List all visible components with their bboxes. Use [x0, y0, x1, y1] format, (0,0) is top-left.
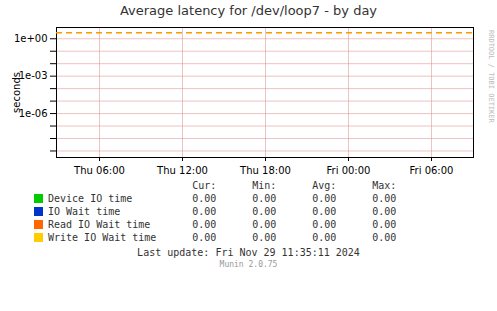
html-text:0.00: 0.00 — [312, 206, 337, 217]
svg-text:Thu 12:00: Thu 12:00 — [156, 165, 208, 176]
html-text:0.00: 0.00 — [192, 193, 217, 204]
svg-text:1e-06: 1e-06 — [19, 108, 48, 119]
html-text:0.00: 0.00 — [372, 206, 397, 217]
html-text:0.00: 0.00 — [252, 206, 277, 217]
svg-text:1e-03: 1e-03 — [19, 70, 48, 81]
html-text:Read IO Wait time: Read IO Wait time — [48, 219, 151, 230]
html-text:0.00: 0.00 — [372, 219, 397, 230]
svg-text:Fri 06:00: Fri 06:00 — [410, 165, 454, 176]
html-text:Avg:: Avg: — [312, 180, 337, 191]
html-text:Average latency for /dev/loop7: Average latency for /dev/loop7 - by day — [119, 3, 377, 18]
html-text:0.00: 0.00 — [192, 206, 217, 217]
html-text:0.00: 0.00 — [312, 193, 337, 204]
html-text:0.00: 0.00 — [252, 219, 277, 230]
html-text:Munin 2.0.75: Munin 2.0.75 — [219, 260, 278, 269]
html-text:0.00: 0.00 — [252, 193, 277, 204]
html-text:Last update: Fri Nov 29 11:35:: Last update: Fri Nov 29 11:35:11 2024 — [137, 247, 360, 258]
html-text:0.00: 0.00 — [312, 232, 337, 243]
html-text:Min:: Min: — [252, 180, 277, 191]
html-text:0.00: 0.00 — [312, 219, 337, 230]
html-text:0.00: 0.00 — [252, 232, 277, 243]
svg-text:Thu 06:00: Thu 06:00 — [73, 165, 125, 176]
html-text:Cur:: Cur: — [192, 180, 217, 191]
svg-text:Fri 00:00: Fri 00:00 — [327, 165, 371, 176]
html-text:IO Wait time: IO Wait time — [48, 206, 121, 217]
html-text:Max:: Max: — [372, 180, 397, 191]
html-text:RRDTOOL / TOBI OETIKER: RRDTOOL / TOBI OETIKER — [487, 30, 495, 123]
html-text:Write IO Wait time: Write IO Wait time — [48, 232, 157, 243]
svg-text:1e+00: 1e+00 — [14, 33, 48, 44]
svg-text:Thu 18:00: Thu 18:00 — [239, 165, 291, 176]
html-text:Device IO time: Device IO time — [48, 193, 133, 204]
html-text:0.00: 0.00 — [192, 232, 217, 243]
html-text:0.00: 0.00 — [372, 193, 397, 204]
html-text:0.00: 0.00 — [372, 232, 397, 243]
html-text:0.00: 0.00 — [192, 219, 217, 230]
svg-text:seconds: seconds — [11, 72, 22, 113]
